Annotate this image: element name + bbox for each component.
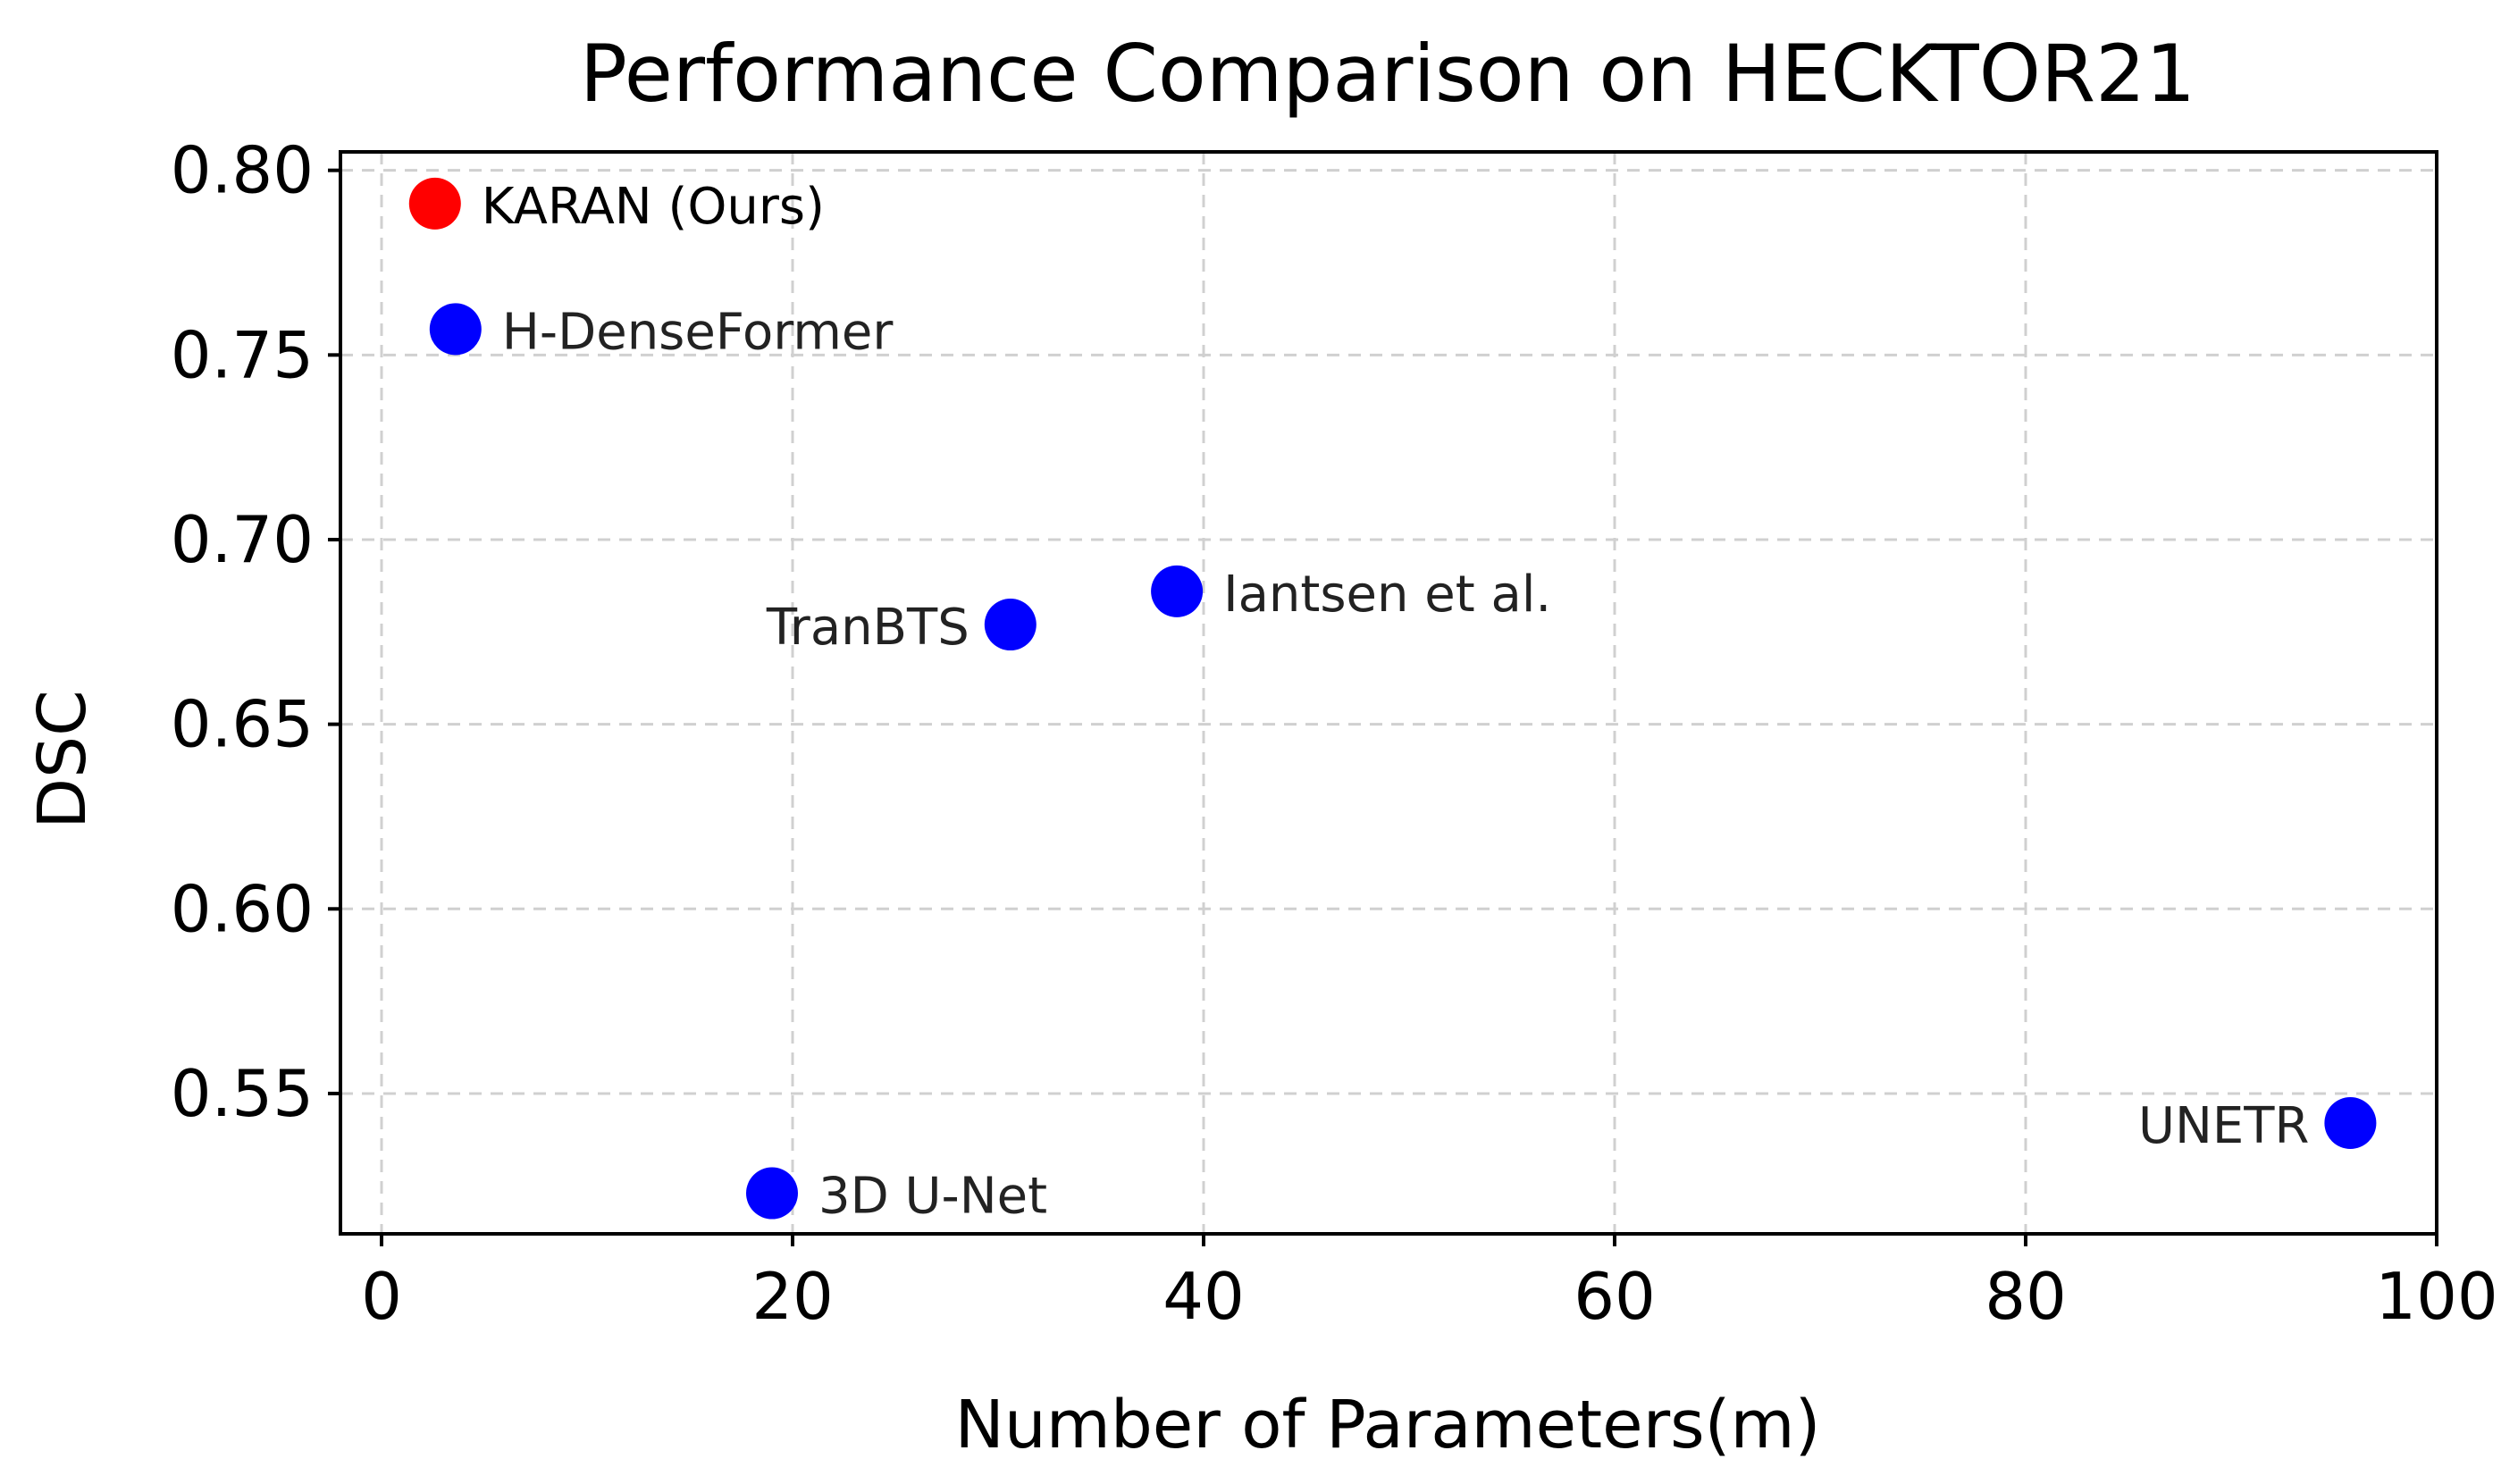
chart-title: Performance Comparison on HECKTOR21 [580, 28, 2195, 120]
x-axis-label: Number of Parameters(m) [954, 1387, 1820, 1463]
x-tick-label: 0 [361, 1259, 402, 1334]
point-label: Iantsen et al. [1223, 566, 1551, 624]
scatter-point [746, 1167, 798, 1220]
scatter-point [984, 599, 1037, 651]
point-label: UNETR [2138, 1097, 2309, 1155]
x-tick-label: 40 [1162, 1259, 1245, 1334]
scatter-point [1151, 565, 1204, 617]
scatter-point [429, 303, 482, 356]
y-tick-label: 0.65 [171, 687, 314, 762]
scatter-point [2324, 1097, 2377, 1150]
y-tick-label: 0.70 [171, 502, 314, 577]
point-label: 3D U-Net [818, 1168, 1047, 1226]
plot-frame [339, 150, 2438, 1236]
y-tick-label: 0.75 [171, 317, 314, 392]
point-label: KARAN (Ours) [482, 178, 825, 236]
x-tick-label: 100 [2375, 1259, 2497, 1334]
y-tick-label: 0.80 [171, 133, 314, 208]
point-label: H-DenseFormer [502, 303, 894, 361]
x-tick-label: 20 [751, 1259, 834, 1334]
y-tick-label: 0.60 [171, 871, 314, 946]
scatter-point [408, 177, 461, 230]
points-layer: KARAN (Ours) H-DenseFormer TranBTS Iantsen … [408, 177, 2377, 1226]
ticks-layer: 0 20 40 60 80 100 0.55 0.60 0.65 0.70 0.75 0.80 [171, 133, 2498, 1334]
x-tick-label: 60 [1574, 1259, 1656, 1334]
y-tick-label: 0.55 [171, 1056, 314, 1131]
point-label: TranBTS [766, 599, 969, 657]
y-axis-label: DSC [24, 690, 101, 829]
x-tick-label: 80 [1985, 1259, 2067, 1334]
